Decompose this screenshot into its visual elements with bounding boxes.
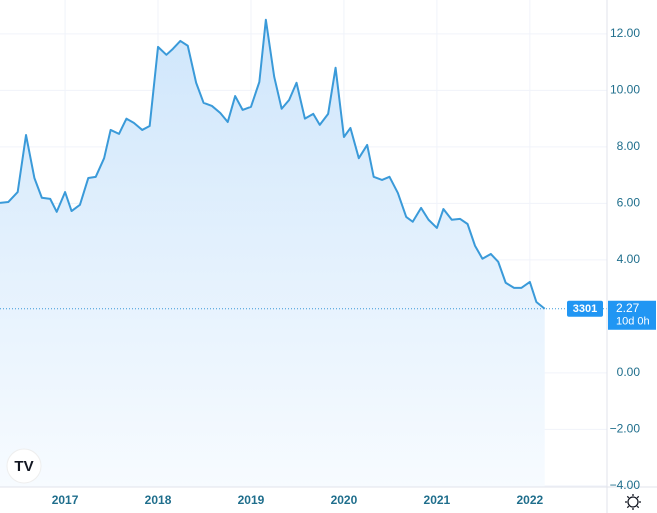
countdown: 10d 0h bbox=[616, 316, 650, 328]
y-tick-label: 0.00 bbox=[617, 365, 641, 379]
symbol-label: 3301 bbox=[573, 303, 597, 315]
area-fill bbox=[0, 19, 545, 488]
logo: TV bbox=[6, 448, 42, 484]
x-tick-label: 2019 bbox=[238, 493, 265, 507]
x-tick-label: 2020 bbox=[331, 493, 358, 507]
price-line bbox=[0, 18, 546, 310]
settings-icon[interactable] bbox=[625, 494, 641, 510]
price-value: 2.27 bbox=[616, 301, 640, 315]
y-tick-label: 4.00 bbox=[617, 252, 641, 266]
plot bbox=[0, 18, 607, 488]
x-tick-label: 2017 bbox=[52, 493, 79, 507]
y-tick-label: −4.00 bbox=[610, 478, 641, 492]
x-tick-label: 2021 bbox=[424, 493, 451, 507]
y-tick-label: 10.00 bbox=[610, 83, 640, 97]
y-tick-label: 6.00 bbox=[617, 196, 641, 210]
x-tick-label: 2018 bbox=[145, 493, 172, 507]
y-tick-label: 8.00 bbox=[617, 139, 641, 153]
price-badge bbox=[608, 300, 656, 330]
symbol-badge bbox=[567, 300, 603, 317]
y-tick-label: −2.00 bbox=[610, 422, 641, 436]
axes: 12.00 10.00 8.00 6.00 4.00 0.00 −2.00 −4.00 2017… bbox=[52, 26, 656, 507]
x-tick-label: 2022 bbox=[516, 493, 543, 507]
logo-text: TV bbox=[14, 458, 33, 475]
y-tick-label: 12.00 bbox=[610, 26, 640, 40]
